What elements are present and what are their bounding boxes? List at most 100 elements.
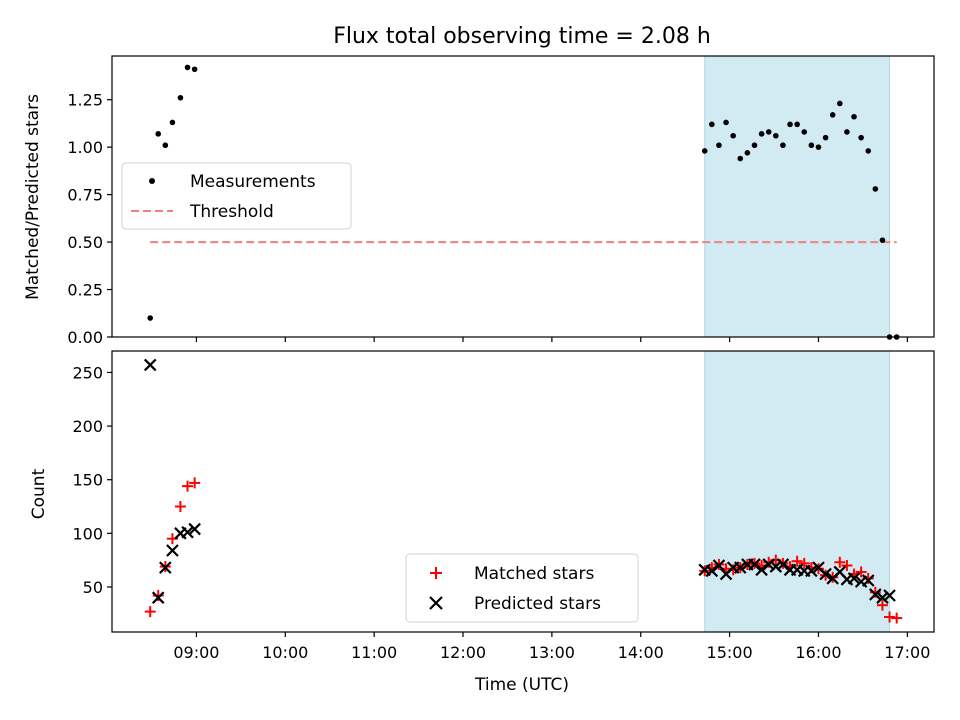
measurement-point <box>780 142 786 149</box>
y-tick-label: 100 <box>72 524 103 543</box>
ratio-x-ticks <box>195 337 908 342</box>
measurement-point <box>716 142 722 149</box>
measurement-point <box>773 132 779 139</box>
measurement-point <box>177 94 184 101</box>
measurement-point <box>815 144 822 150</box>
predicted-star-marker <box>847 572 861 585</box>
predicted-star-marker <box>876 591 889 604</box>
matched-star-marker <box>834 556 846 568</box>
y-tick-label: 0.00 <box>67 328 103 347</box>
highlight-span-rect <box>704 350 891 633</box>
measurement-point <box>829 112 836 118</box>
count-highlight-span <box>704 350 891 633</box>
measurement-point <box>794 121 800 128</box>
measurement-point <box>723 119 729 126</box>
ratio-y-axis-label: Matched/Predicted stars <box>23 94 43 300</box>
matched-star-marker <box>884 611 896 623</box>
x-tick-label: 14:00 <box>618 643 664 662</box>
x-tick-label: 13:00 <box>529 643 575 662</box>
matched-star-marker <box>144 606 156 618</box>
count-legend: Matched stars Predicted stars <box>405 553 639 623</box>
x-tick-label: 15:00 <box>707 643 753 662</box>
measurement-point <box>744 150 751 156</box>
x-tick-label: 16:00 <box>795 643 841 662</box>
chart-title: Flux total observing time = 2.08 h <box>333 24 711 49</box>
measurement-point <box>865 148 872 154</box>
matched-star-marker <box>876 599 888 611</box>
measurement-point <box>851 113 857 120</box>
y-tick-label: 200 <box>72 417 103 436</box>
predicted-star-marker <box>166 544 179 557</box>
y-tick-label: 50 <box>83 578 103 597</box>
y-tick-label: 150 <box>72 471 103 490</box>
measurement-point <box>709 121 715 128</box>
y-tick-label: 0.50 <box>67 233 103 252</box>
measurement-point <box>822 134 829 141</box>
x-tick-label: 09:00 <box>173 643 219 662</box>
measurement-point <box>730 132 736 139</box>
predicted-star-marker <box>188 522 201 536</box>
predicted-star-marker <box>861 574 875 587</box>
predicted-star-marker <box>181 525 194 539</box>
count-y-axis-label: Count <box>29 468 49 519</box>
count-y-ticks: 50 100 150 200 250 <box>72 363 112 597</box>
matched-star-marker <box>855 566 867 578</box>
measurement-point <box>808 142 815 149</box>
count-panel: 50 100 150 200 250 09:00 10:00 11:00 12:00 13:00… <box>29 350 935 695</box>
measurement-point <box>844 129 850 135</box>
x-axis-label: Time (UTC) <box>474 675 569 695</box>
measurement-point <box>787 121 793 128</box>
y-tick-label: 250 <box>72 363 103 382</box>
x-tick-label: 10:00 <box>262 643 308 662</box>
matched-star-marker <box>174 501 186 513</box>
y-tick-label: 0.25 <box>67 281 103 300</box>
predicted-star-marker <box>869 588 882 601</box>
predicted-star-marker <box>769 560 783 573</box>
measurement-point <box>758 131 765 137</box>
predicted-star-marker <box>805 564 818 578</box>
matched-star-marker <box>798 557 810 569</box>
matched-star-marker <box>182 480 194 492</box>
predicted-star-marker <box>159 561 172 574</box>
measurement-point <box>162 142 169 149</box>
matched-star-marker <box>189 477 201 489</box>
ratio-highlight-span <box>704 55 891 338</box>
measurement-point <box>191 66 198 73</box>
predicted-star-points <box>143 358 896 604</box>
x-tick-label: 12:00 <box>440 643 486 662</box>
measurement-point <box>701 148 708 154</box>
matched-legend-marker <box>430 567 442 579</box>
measurement-point <box>751 142 758 149</box>
predicted-star-marker <box>748 558 761 571</box>
y-tick-label: 0.75 <box>67 186 103 205</box>
legend-label-predicted-stars: Predicted stars <box>474 594 601 614</box>
predicted-star-marker <box>755 563 768 577</box>
legend-label-matched-stars: Matched stars <box>474 564 594 584</box>
matched-star-marker <box>791 555 803 567</box>
y-tick-label: 1.25 <box>67 91 103 110</box>
y-tick-label: 1.00 <box>67 138 103 157</box>
ratio-legend: Measurements Threshold <box>121 162 352 230</box>
x-tick-label: 17:00 <box>884 643 930 662</box>
ratio-panel: 0.00 0.25 0.50 0.75 1.00 1.25 Matched/Predict… <box>23 55 935 347</box>
legend-label-measurements: Measurements <box>190 172 316 192</box>
measurement-point <box>737 155 744 162</box>
predicted-star-marker <box>819 567 832 581</box>
measurement-point <box>765 129 772 135</box>
predicted-star-marker <box>143 358 157 372</box>
count-x-ticks: 09:00 10:00 11:00 12:00 13:00 14:00 15:00 16:00… <box>173 632 930 662</box>
predicted-star-marker <box>762 558 775 571</box>
ratio-y-ticks: 0.00 0.25 0.50 0.75 1.00 1.25 <box>67 91 112 347</box>
measurement-point <box>837 100 843 107</box>
measurement-point <box>872 186 879 192</box>
measurement-points <box>147 64 900 340</box>
ratio-legend-box <box>121 162 352 230</box>
measurement-point <box>184 64 191 71</box>
matched-star-marker <box>152 590 164 602</box>
legend-label-threshold: Threshold <box>189 202 274 222</box>
count-legend-box <box>405 553 639 623</box>
measurements-legend-marker <box>149 178 155 184</box>
predicted-star-marker <box>776 558 790 571</box>
measurement-point <box>879 237 886 243</box>
